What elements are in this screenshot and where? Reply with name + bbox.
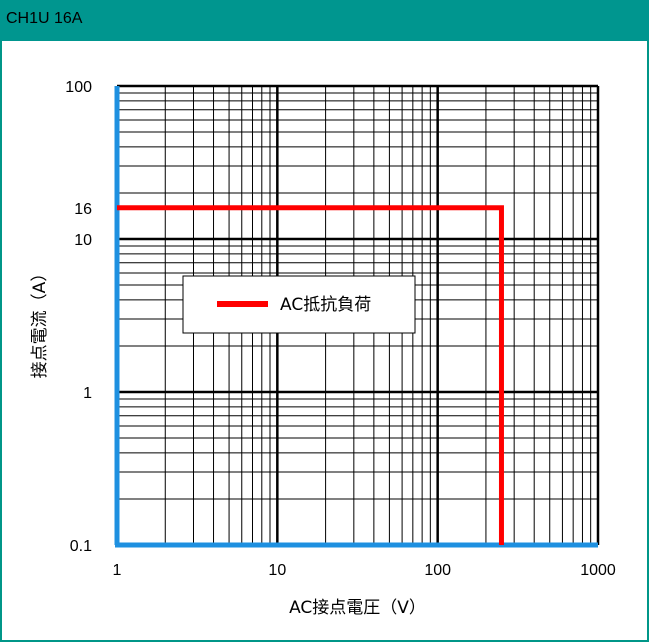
x-tick-label: 1000 xyxy=(580,562,616,579)
x-tick-label: 100 xyxy=(424,562,451,579)
y-tick-label: 100 xyxy=(65,79,92,96)
x-axis-label: AC接点電圧（V） xyxy=(289,598,426,618)
legend-label-ac-resistive-load: AC抵抗負荷 xyxy=(280,295,371,315)
y-tick-label: 16 xyxy=(74,201,92,218)
series-layer xyxy=(117,205,504,545)
chart-title: CH1U 16A xyxy=(6,10,83,27)
y-tick-label: 0.1 xyxy=(70,538,92,555)
y-tick-label: 10 xyxy=(74,232,92,249)
x-tick-label: 1 xyxy=(113,562,122,579)
series-line-ac-resistive-load xyxy=(117,205,504,545)
title-bar: CH1U 16A xyxy=(0,0,649,41)
y-tick-label: 1 xyxy=(83,385,92,402)
y-axis-label: 接点電流（A） xyxy=(30,265,50,379)
plot-axes xyxy=(114,86,598,548)
tick-labels: 1 10 100 1000 0.1 1 10 16 100 xyxy=(65,79,616,579)
x-tick-label: 10 xyxy=(268,562,286,579)
legend: AC抵抗負荷 xyxy=(182,275,416,334)
